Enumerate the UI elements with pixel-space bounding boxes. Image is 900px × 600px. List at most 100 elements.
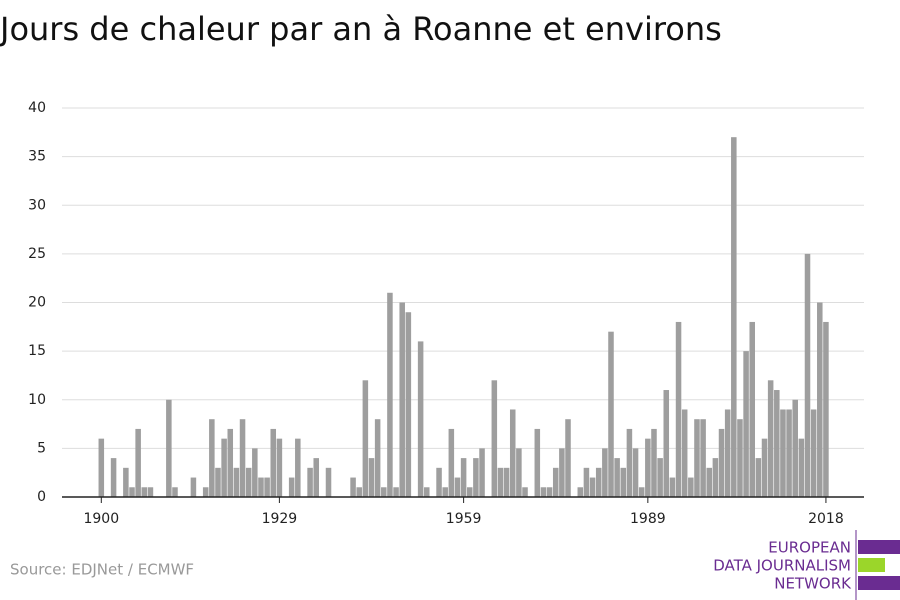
- bar: [356, 487, 362, 497]
- bar: [110, 458, 117, 497]
- bar: [374, 419, 381, 497]
- bar: [565, 419, 571, 497]
- logo-text: DATA JOURNALISM: [713, 557, 851, 575]
- bar: [172, 487, 178, 497]
- bar: [479, 448, 485, 497]
- bar: [209, 419, 215, 497]
- bar: [559, 448, 565, 497]
- bar: [466, 487, 473, 497]
- bar: [583, 467, 590, 497]
- bar: [602, 448, 608, 497]
- bar: [608, 331, 614, 497]
- bar: [497, 467, 504, 497]
- bar: [325, 467, 332, 497]
- y-tick-label: 40: [28, 100, 46, 116]
- bar: [731, 137, 737, 498]
- bar: [98, 438, 105, 497]
- bar: [743, 351, 749, 497]
- bar: [387, 292, 393, 497]
- x-tick-label: 1959: [446, 511, 482, 527]
- bar: [712, 458, 719, 497]
- bar: [239, 419, 246, 497]
- bar: [767, 380, 774, 497]
- x-tick-label: 2018: [808, 511, 844, 527]
- bar: [227, 428, 234, 497]
- bar: [258, 477, 264, 497]
- bar: [233, 467, 240, 497]
- bar: [534, 428, 541, 497]
- bar: [761, 438, 768, 497]
- bar: [595, 467, 602, 497]
- y-tick-label: 30: [28, 197, 46, 213]
- bar: [810, 409, 817, 497]
- bar: [798, 438, 805, 497]
- bar: [552, 467, 559, 497]
- bar: [774, 390, 780, 497]
- bar: [645, 438, 651, 497]
- bar: [295, 438, 301, 497]
- bar: [589, 477, 596, 497]
- bar: [436, 467, 442, 497]
- bar: [442, 487, 448, 497]
- bar: [141, 487, 148, 497]
- bar: [700, 419, 706, 497]
- bar: [663, 390, 670, 497]
- bar: [393, 487, 399, 497]
- bar: [718, 428, 725, 497]
- y-tick-label: 15: [28, 343, 46, 359]
- bar: [503, 467, 510, 497]
- bar: [276, 438, 283, 497]
- bar: [491, 380, 498, 497]
- bar: [129, 487, 135, 497]
- bar: [190, 477, 197, 497]
- x-tick-label: 1900: [83, 511, 119, 527]
- y-tick-label: 20: [28, 295, 46, 311]
- bar: [460, 458, 467, 497]
- bar: [522, 487, 528, 497]
- logo-bar: [858, 576, 900, 590]
- bar: [706, 467, 713, 497]
- y-tick-label: 10: [28, 392, 46, 408]
- bar: [288, 477, 295, 497]
- bar: [755, 458, 762, 497]
- bar: [135, 428, 141, 497]
- bar: [362, 380, 369, 497]
- bar: [270, 428, 277, 497]
- bar: [626, 428, 633, 497]
- bar: [540, 487, 547, 497]
- bar: [749, 321, 755, 497]
- bar: [245, 467, 252, 497]
- bar: [638, 487, 645, 497]
- bar: [516, 448, 522, 497]
- bar: [448, 428, 455, 497]
- bar: [657, 458, 663, 497]
- bar: [381, 487, 387, 497]
- bar: [694, 419, 700, 497]
- bar: [614, 458, 620, 497]
- bar: [817, 302, 823, 497]
- bar: [577, 487, 584, 497]
- bar: [681, 409, 688, 497]
- bar: [792, 399, 798, 497]
- bar: [252, 448, 258, 497]
- bar: [399, 302, 405, 497]
- bar: [780, 409, 786, 497]
- bar: [669, 477, 676, 497]
- source: Source: EDJNet / ECMWF: [10, 561, 194, 579]
- y-tick-label: 25: [28, 246, 46, 262]
- x-tick-label: 1989: [630, 511, 666, 527]
- bar: [417, 341, 424, 497]
- y-tick-label: 0: [37, 489, 46, 505]
- bar: [804, 253, 811, 497]
- bar: [147, 487, 154, 497]
- bar: [620, 467, 627, 497]
- bar: [215, 467, 221, 497]
- bar: [632, 448, 639, 497]
- bar: [786, 409, 792, 497]
- bar: [264, 477, 270, 497]
- bar: [651, 428, 657, 497]
- bar: [313, 458, 319, 497]
- bar: [221, 438, 227, 497]
- bar: [350, 477, 356, 497]
